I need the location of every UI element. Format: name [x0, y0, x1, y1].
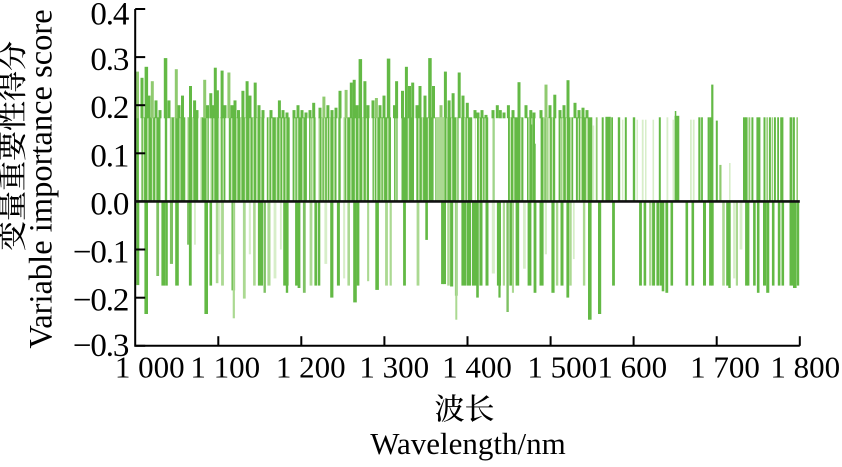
- svg-text:−0.3: −0.3: [73, 328, 129, 364]
- svg-text:1 000: 1 000: [115, 350, 185, 385]
- svg-text:−0.2: −0.2: [73, 283, 128, 319]
- svg-text:0.4: 0.4: [90, 0, 129, 32]
- svg-text:0.1: 0.1: [90, 138, 128, 174]
- svg-text:Wavelength/nm: Wavelength/nm: [370, 426, 566, 461]
- svg-text:−0.1: −0.1: [73, 235, 128, 271]
- svg-text:1 700: 1 700: [690, 350, 760, 385]
- svg-text:1 800: 1 800: [770, 350, 840, 385]
- svg-text:1 100: 1 100: [190, 350, 260, 385]
- svg-text:1 200: 1 200: [276, 350, 346, 385]
- svg-text:1 500: 1 500: [527, 350, 597, 385]
- svg-text:1 400: 1 400: [442, 350, 512, 385]
- svg-text:1 600: 1 600: [597, 350, 667, 385]
- svg-text:1 300: 1 300: [359, 350, 429, 385]
- svg-text:Variable importance score: Variable importance score: [24, 9, 60, 348]
- svg-text:0.3: 0.3: [90, 42, 129, 78]
- svg-text:0.2: 0.2: [90, 90, 128, 126]
- svg-text:0.0: 0.0: [90, 186, 129, 222]
